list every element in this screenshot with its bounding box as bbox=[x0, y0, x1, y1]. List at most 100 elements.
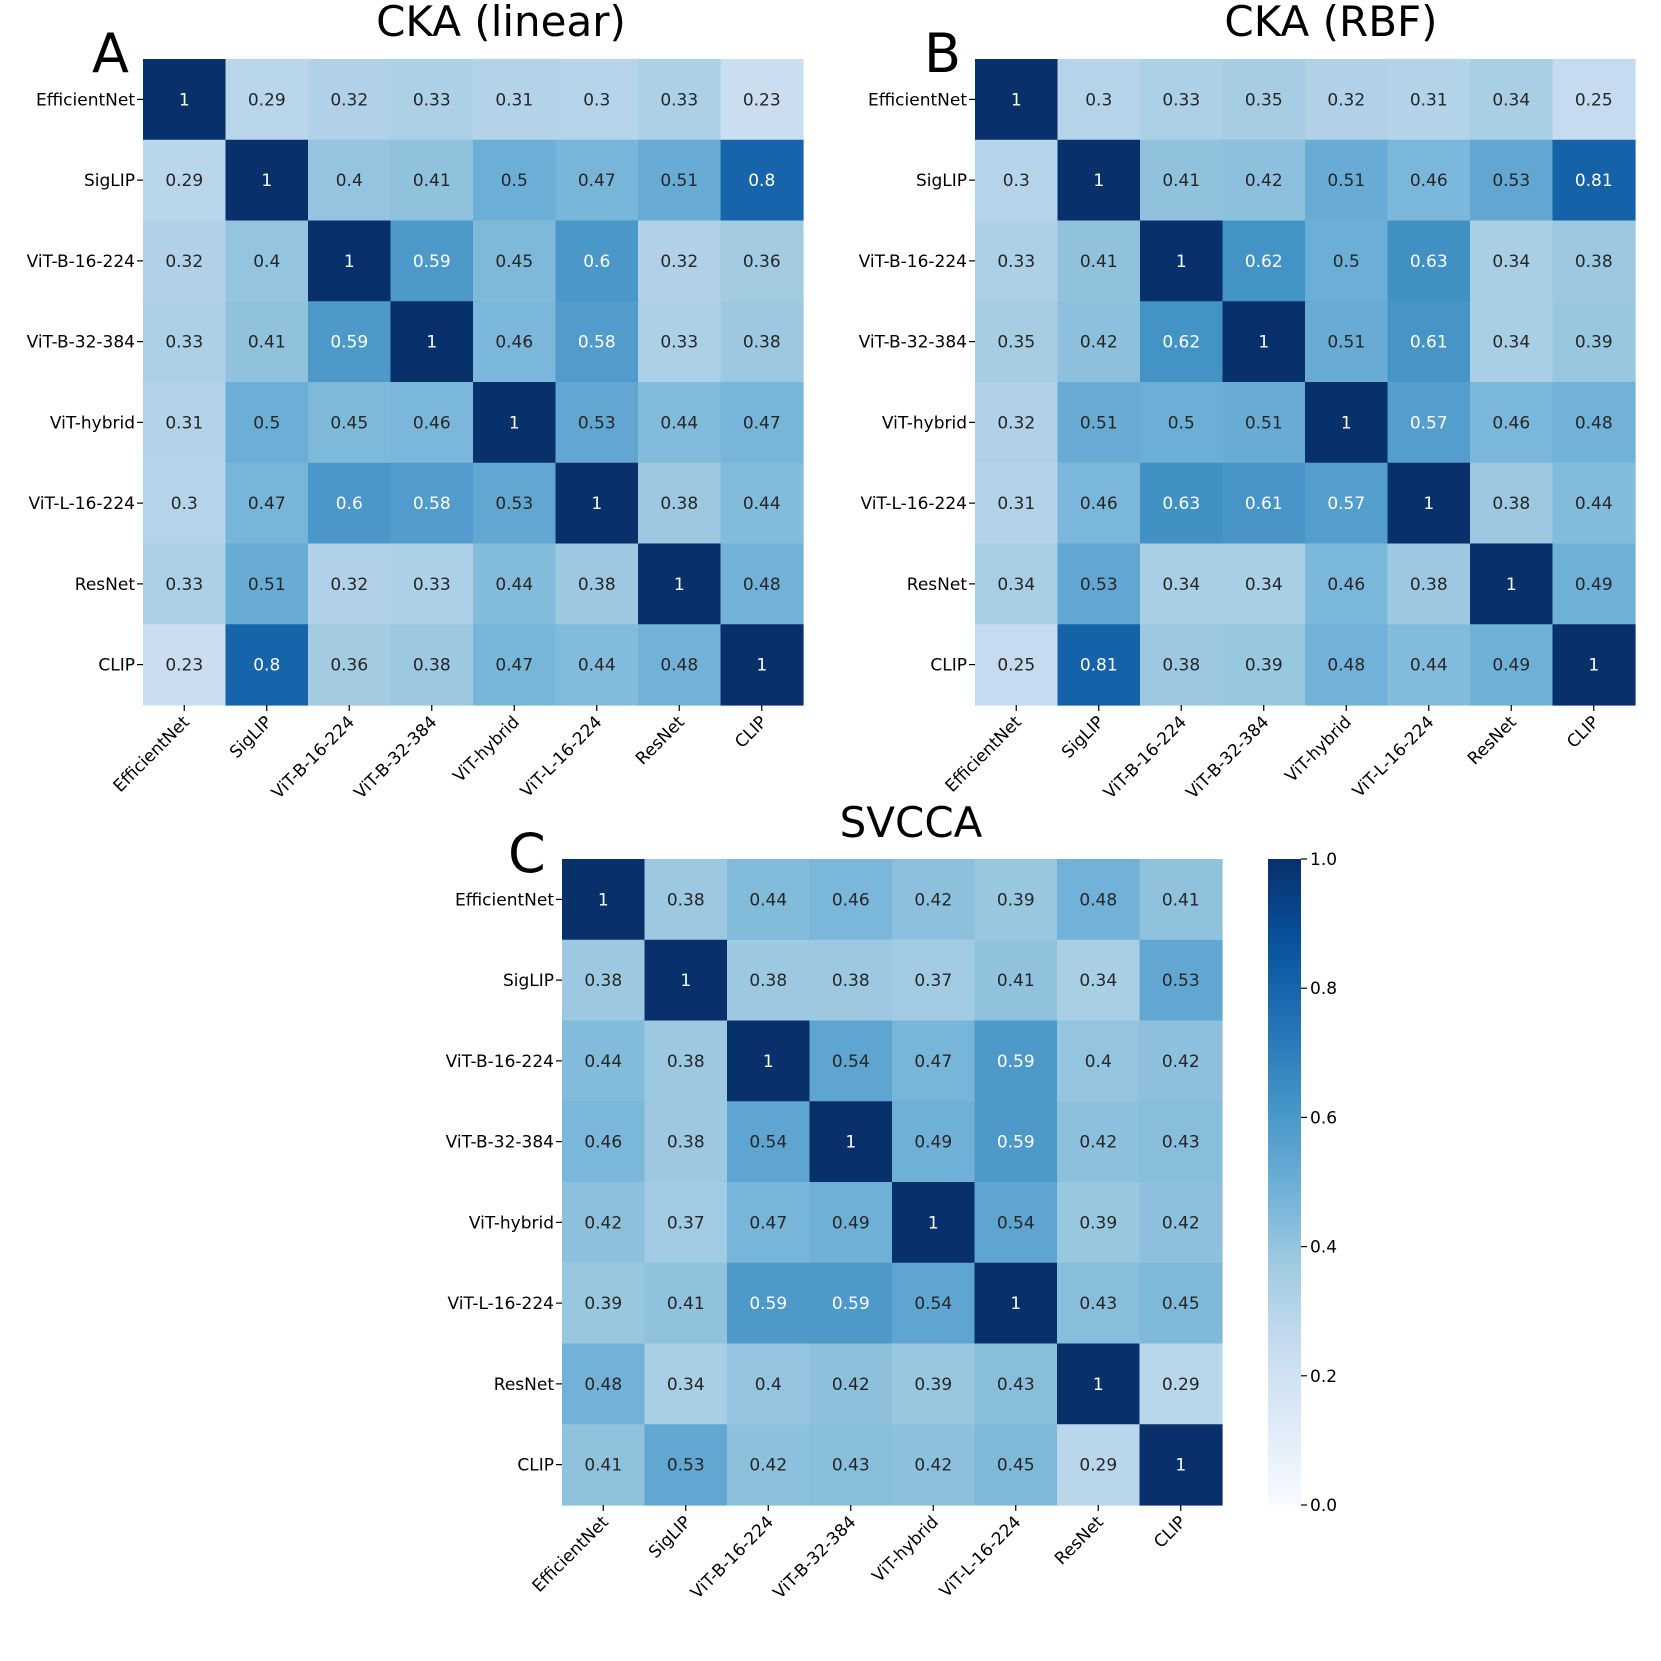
cell-value-label: 0.51 bbox=[660, 171, 698, 191]
cell-value-label: 0.47 bbox=[749, 1213, 787, 1233]
cell-value-label: 0.58 bbox=[578, 333, 616, 353]
heatmap-cell bbox=[975, 139, 1059, 222]
cell-value-label: 0.38 bbox=[413, 656, 451, 676]
y-tick-label: CLIP bbox=[930, 656, 967, 676]
heatmap-cell bbox=[143, 59, 227, 141]
y-tick-label: ViT-B-16-224 bbox=[27, 252, 135, 272]
cell-value-label: 0.81 bbox=[1080, 656, 1118, 676]
heatmap-cell bbox=[555, 139, 639, 222]
cell-value-label: 0.41 bbox=[413, 171, 451, 191]
heatmap-cell bbox=[809, 1182, 893, 1264]
x-tick-label: ViT-B-16-224 bbox=[1100, 712, 1191, 803]
cell-value-label: 0.59 bbox=[413, 252, 451, 272]
panel-letter: C bbox=[508, 822, 546, 885]
heatmap-cell bbox=[143, 382, 227, 464]
cell-value-label: 1 bbox=[598, 890, 609, 910]
colorbar-tick-label: 0.4 bbox=[1310, 1238, 1337, 1258]
heatmap-cell bbox=[974, 1424, 1058, 1506]
cell-value-label: 0.38 bbox=[578, 575, 616, 595]
heatmap-cell bbox=[1470, 59, 1554, 141]
heatmap-cell bbox=[720, 220, 804, 302]
x-tick-label: ViT-hybrid bbox=[868, 1512, 942, 1586]
x-tick-label: ViT-B-16-224 bbox=[268, 712, 359, 803]
cell-value-label: 0.33 bbox=[413, 575, 451, 595]
y-tick-label: ViT-B-16-224 bbox=[859, 252, 967, 272]
heatmap-cell bbox=[1387, 59, 1471, 141]
heatmap-cell bbox=[1057, 624, 1141, 706]
cell-value-label: 0.42 bbox=[1080, 333, 1118, 353]
cell-value-label: 0.46 bbox=[1080, 494, 1118, 514]
cell-value-label: 0.59 bbox=[997, 1052, 1035, 1072]
heatmap-cell bbox=[638, 462, 722, 545]
heatmap-panel-b: CKA (RBF)B1 0.3 0.33 0.35 0.32 0.31 0.34 0.250.… bbox=[859, 0, 1636, 803]
cell-value-label: 1 bbox=[1506, 575, 1517, 595]
heatmap-cell bbox=[143, 139, 227, 222]
cell-value-label: 0.33 bbox=[165, 575, 203, 595]
heatmap-cell bbox=[562, 939, 646, 1022]
cell-value-label: 0.5 bbox=[253, 413, 280, 433]
y-tick-label: ResNet bbox=[907, 575, 968, 595]
heatmap-cell bbox=[720, 624, 804, 706]
cell-value-label: 0.58 bbox=[413, 494, 451, 514]
cell-value-label: 0.34 bbox=[1079, 971, 1117, 991]
x-tick-label: CLIP bbox=[731, 712, 771, 752]
cell-value-label: 0.49 bbox=[1492, 656, 1530, 676]
heatmap-cell bbox=[638, 382, 722, 464]
cell-value-label: 0.54 bbox=[914, 1294, 952, 1314]
heatmap-cell bbox=[473, 301, 557, 383]
heatmap-cell bbox=[644, 1343, 728, 1425]
x-tick-label: SigLIP bbox=[1058, 712, 1108, 762]
cell-value-label: 1 bbox=[1258, 333, 1269, 353]
heatmap-cell bbox=[1140, 220, 1224, 302]
cell-value-label: 0.32 bbox=[165, 252, 203, 272]
heatmap-cell bbox=[809, 859, 893, 941]
x-tick-label: ViT-hybrid bbox=[449, 712, 523, 786]
chart-title: SVCCA bbox=[840, 798, 983, 847]
cell-value-label: 0.61 bbox=[1410, 333, 1448, 353]
heatmap-cell bbox=[638, 139, 722, 222]
heatmap-cell bbox=[555, 301, 639, 383]
cell-value-label: 1 bbox=[509, 413, 520, 433]
cell-value-label: 0.49 bbox=[832, 1213, 870, 1233]
heatmap-cell bbox=[638, 59, 722, 141]
x-tick-label: SigLIP bbox=[645, 1512, 695, 1562]
heatmap-cell bbox=[1470, 301, 1554, 383]
cell-value-label: 1 bbox=[674, 575, 685, 595]
heatmap-cell bbox=[727, 1101, 811, 1183]
y-tick-label: ViT-B-32-384 bbox=[27, 333, 135, 353]
heatmap-cell bbox=[143, 462, 227, 545]
heatmap-cell bbox=[1057, 859, 1141, 941]
cell-value-label: 0.42 bbox=[584, 1213, 622, 1233]
heatmap-cell bbox=[555, 543, 639, 625]
x-tick-label: ViT-L-16-224 bbox=[517, 712, 606, 801]
heatmap-cell bbox=[727, 1343, 811, 1425]
heatmap-cell bbox=[1470, 624, 1554, 706]
x-tick-label: EfficientNet bbox=[942, 712, 1026, 796]
heatmap-cell bbox=[1057, 301, 1141, 383]
heatmap-cell bbox=[1140, 59, 1224, 141]
heatmap-cell bbox=[225, 139, 309, 222]
cell-value-label: 0.25 bbox=[997, 656, 1035, 676]
x-tick-label: ViT-B-16-224 bbox=[687, 1512, 778, 1603]
cell-value-label: 0.45 bbox=[1162, 1294, 1200, 1314]
x-tick-label: ViT-B-32-384 bbox=[1183, 712, 1274, 803]
chart-title: CKA (RBF) bbox=[1224, 0, 1437, 46]
heatmap-cell bbox=[727, 1424, 811, 1506]
heatmap-cell bbox=[1387, 139, 1471, 222]
heatmap-cell bbox=[1140, 382, 1224, 464]
cell-value-label: 0.41 bbox=[1162, 890, 1200, 910]
cell-value-label: 0.42 bbox=[914, 890, 952, 910]
heatmap-cell bbox=[644, 1101, 728, 1183]
cell-value-label: 1 bbox=[1011, 90, 1022, 110]
heatmap-cell bbox=[308, 59, 392, 141]
y-tick-label: CLIP bbox=[98, 656, 135, 676]
cell-value-label: 0.42 bbox=[749, 1456, 787, 1476]
heatmap-cell bbox=[644, 1182, 728, 1264]
heatmap-cell bbox=[1305, 462, 1389, 545]
heatmap-cell bbox=[1305, 382, 1389, 464]
cell-value-label: 0.59 bbox=[330, 333, 368, 353]
y-tick-label: ViT-L-16-224 bbox=[861, 494, 967, 514]
heatmap-cell bbox=[892, 1343, 976, 1425]
heatmap-cell bbox=[975, 220, 1059, 302]
cell-value-label: 0.34 bbox=[1492, 252, 1530, 272]
